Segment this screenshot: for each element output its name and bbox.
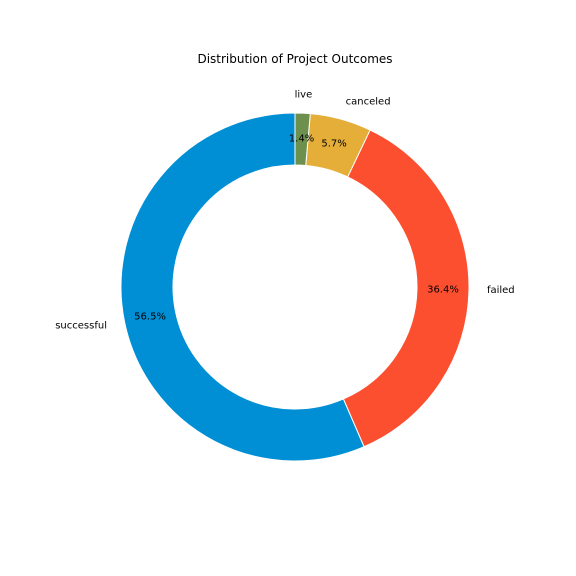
pct-label-failed: 36.4% [427, 284, 459, 295]
slice-live [294, 112, 311, 167]
slice-label-successful: successful [55, 320, 107, 331]
slice-label-live: live [295, 90, 313, 101]
pct-label-successful: 56.5% [134, 312, 166, 323]
chart-title: Distribution of Project Outcomes [197, 52, 392, 66]
slice-successful [120, 112, 365, 462]
slice-label-failed: failed [487, 285, 515, 296]
slice-label-canceled: canceled [346, 96, 391, 107]
donut-labels: 56.5% successful 36.4% failed 5.7% canceled 1.… [55, 90, 514, 332]
pct-label-canceled: 5.7% [321, 139, 346, 150]
slice-failed [342, 129, 470, 448]
donut-slices [120, 112, 470, 462]
pct-label-live: 1.4% [289, 134, 314, 145]
